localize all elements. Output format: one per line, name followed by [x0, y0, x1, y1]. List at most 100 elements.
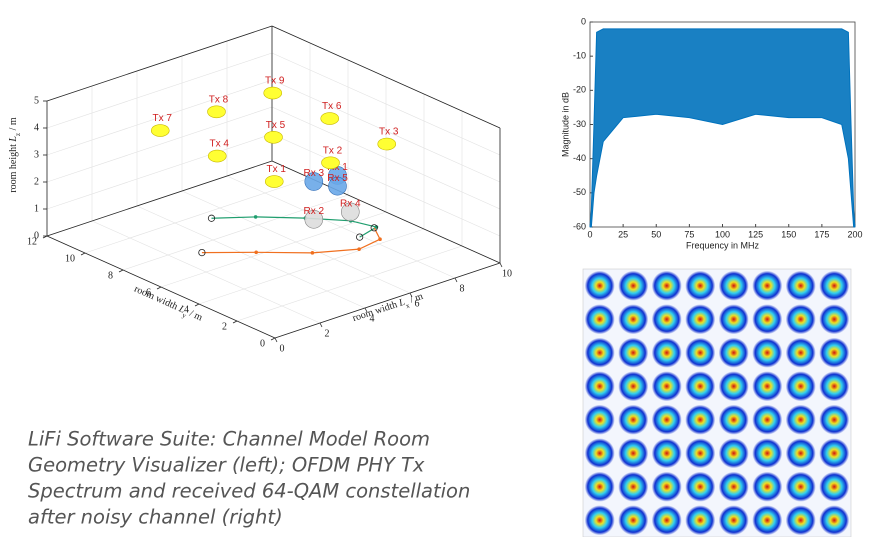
- transmitter: [263, 86, 283, 100]
- constellation-point: [651, 505, 682, 536]
- constellation-point: [819, 270, 850, 301]
- spectrum-plot: 0 25 50 75 100 125 150 175 200 -60 -50 -40 -30 -20 -10…: [560, 16, 862, 250]
- constellation-point: [752, 471, 783, 502]
- z-tick-label: 4: [34, 122, 39, 133]
- grid-line: [271, 52, 501, 156]
- receiver-label: Rx 4: [340, 199, 361, 210]
- x-tick-label: 25: [618, 229, 628, 239]
- axis-label-part: L: [397, 297, 407, 310]
- constellation-point: [685, 505, 716, 536]
- receiver: [328, 176, 347, 196]
- trajectory-point: [253, 215, 258, 219]
- transmitter: [207, 105, 226, 119]
- constellation-point: [752, 438, 783, 469]
- x-tick-label: 75: [684, 229, 694, 239]
- axis-label-part: / m: [406, 291, 424, 306]
- transmitter-label: Tx 2: [323, 145, 343, 156]
- y-axis-label: Magnitude in dB: [560, 92, 570, 157]
- caption-line: LiFi Software Suite: Channel Model Room: [28, 428, 430, 451]
- tick-mark: [194, 303, 200, 307]
- transmitter: [377, 137, 397, 151]
- x-tick-label: 175: [814, 229, 829, 239]
- y-tick-label: 10: [65, 253, 75, 264]
- grid-line: [46, 133, 273, 210]
- y-tick-label: -60: [573, 221, 586, 231]
- y-tick-label: -30: [573, 119, 586, 129]
- x-tick-label: 100: [715, 229, 730, 239]
- y-tick-label: -50: [573, 187, 586, 197]
- axis-label-part: L: [8, 136, 19, 143]
- tick-mark: [499, 262, 503, 268]
- x-tick-label: 6: [415, 298, 420, 309]
- tick-mark: [319, 322, 323, 328]
- axis-label-part: z: [14, 133, 22, 136]
- constellation-point: [718, 304, 749, 335]
- constellation-point: [618, 270, 649, 301]
- trajectory-end: [198, 249, 206, 257]
- grid-line: [46, 106, 273, 183]
- constellation-point: [618, 337, 649, 368]
- constellation-point: [819, 404, 850, 435]
- constellation-point: [819, 337, 850, 368]
- box-edge: [46, 160, 273, 237]
- spectrum-band: [590, 28, 855, 228]
- transmitter: [264, 175, 284, 188]
- constellation-point: [618, 404, 649, 435]
- constellation-point: [584, 438, 615, 469]
- receiver: [340, 202, 360, 222]
- transmitter-label: Tx 4: [210, 139, 230, 150]
- x-axis-label: Frequency in MHz: [686, 240, 760, 250]
- constellation-point: [752, 371, 783, 402]
- x-tick-label: 4: [370, 313, 375, 324]
- tick-mark: [409, 292, 413, 298]
- transmitter: [150, 124, 170, 137]
- grid-line: [84, 177, 311, 254]
- constellation-point: [584, 371, 615, 402]
- x-tick-label: 0: [280, 343, 285, 354]
- transmitter-label: Tx 6: [322, 101, 342, 112]
- x-tick-label: 2: [325, 328, 330, 339]
- y-tick-label: 2: [222, 321, 227, 332]
- constellation-point: [618, 505, 649, 536]
- constellation-point: [584, 304, 615, 335]
- constellation-point: [685, 371, 716, 402]
- tick-mark: [454, 277, 458, 283]
- tick-mark: [156, 286, 162, 290]
- constellation-point: [819, 304, 850, 335]
- constellation-point: [718, 270, 749, 301]
- x-tick-label: 150: [781, 229, 796, 239]
- receiver: [304, 210, 324, 229]
- constellation-point: [651, 404, 682, 435]
- transmitter-label: Tx 1: [267, 164, 287, 175]
- axis-label-part: room height: [8, 142, 19, 193]
- constellation-point: [685, 304, 716, 335]
- trajectory-point: [378, 237, 382, 242]
- trajectory-end: [207, 214, 216, 222]
- constellation-point: [819, 471, 850, 502]
- y-tick-label: 6: [146, 287, 151, 298]
- trajectory-end: [356, 233, 364, 241]
- caption-line: Spectrum and received 64-QAM constellati…: [28, 480, 470, 503]
- constellation-point: [685, 404, 716, 435]
- constellation-point: [685, 337, 716, 368]
- constellation-point: [718, 371, 749, 402]
- grid-line: [160, 211, 387, 288]
- y-tick-label: -40: [573, 153, 586, 163]
- trajectory-point: [357, 247, 361, 251]
- constellation-point: [584, 505, 615, 536]
- y-tick-label: 12: [27, 236, 37, 247]
- receiver: [304, 172, 324, 191]
- constellation-point: [618, 471, 649, 502]
- grid-line: [46, 52, 273, 129]
- axis-label-part: y: [181, 311, 188, 320]
- constellation-point: [752, 505, 783, 536]
- constellation-point: [618, 304, 649, 335]
- box-edge: [46, 235, 276, 339]
- transmitter: [264, 131, 283, 144]
- transmitter: [321, 156, 340, 170]
- axis-label: room height Lz / m: [8, 117, 21, 193]
- constellation-point: [752, 270, 783, 301]
- constellation-point: [785, 304, 816, 335]
